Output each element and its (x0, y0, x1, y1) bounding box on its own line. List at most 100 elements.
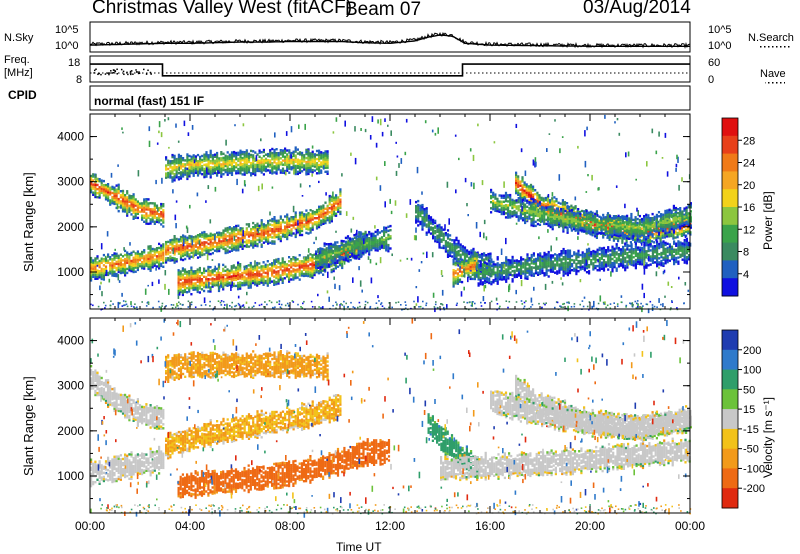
echo-cell (368, 239, 371, 242)
echo-cell (496, 272, 499, 275)
echo-cell (646, 241, 649, 244)
echo-cell (329, 261, 333, 264)
echo-cell (158, 217, 161, 220)
echo-cell (226, 239, 229, 242)
echo-cell (132, 207, 135, 210)
echo-cell (192, 162, 195, 165)
echo-cell (429, 222, 433, 225)
echo-cell (545, 259, 548, 262)
echo-cell (237, 157, 240, 161)
echo-cell (230, 169, 234, 172)
echo-cell (241, 284, 244, 287)
echo-cell (294, 213, 297, 216)
echo-cell (258, 226, 261, 229)
echo-cell (177, 155, 180, 159)
echo-cell (665, 219, 669, 222)
echo-cell (324, 201, 327, 204)
echo-cell (100, 277, 103, 281)
echo-cell (213, 167, 217, 171)
echo-cell (239, 231, 242, 234)
echo-cell (324, 254, 327, 257)
echo-cell (442, 228, 445, 231)
echo-cell (288, 231, 291, 235)
echo-cell (277, 225, 280, 228)
echo-cell (190, 163, 193, 167)
echo-cell (311, 152, 314, 155)
echo-cell (184, 253, 187, 257)
echo-cell (237, 275, 240, 279)
echo-cell (566, 261, 569, 264)
echo-cell (507, 275, 510, 278)
echo-cell (264, 226, 268, 229)
echo-cell (251, 277, 255, 281)
echo-cell (181, 291, 184, 295)
echo-cell (179, 284, 182, 287)
echo-cell (92, 269, 95, 272)
echo-cell (241, 237, 244, 240)
echo-cell (332, 251, 335, 255)
echo-cell (302, 272, 306, 276)
echo-cell (175, 239, 178, 243)
echo-cell (271, 280, 274, 283)
echo-cell (147, 263, 150, 267)
echo-cell (529, 206, 533, 209)
echo-cell (271, 240, 274, 243)
echo-cell (477, 278, 480, 281)
echo-cell (177, 293, 180, 296)
echo-cell (196, 164, 200, 167)
echo-cell (359, 241, 362, 244)
echo-cell (640, 221, 643, 224)
echo-cell (269, 219, 272, 222)
echo-cell (318, 165, 321, 169)
echo-cell (173, 177, 176, 180)
echo-cell (301, 159, 304, 163)
echo-cell (252, 234, 255, 237)
echo-cell (254, 171, 257, 175)
echo-cell (205, 251, 208, 254)
echo-cell (320, 211, 323, 214)
echo-cell (254, 244, 257, 247)
freq-label: Freq. (4, 54, 30, 66)
echo-cell (376, 249, 379, 252)
echo-cell (124, 266, 127, 269)
freq-scatter-point (108, 72, 110, 74)
echo-cell (471, 277, 474, 281)
echo-cell (322, 269, 325, 272)
echo-cell (235, 228, 238, 232)
echo-cell (235, 247, 238, 250)
echo-cell (177, 172, 180, 175)
echo-cell (153, 204, 156, 207)
echo-cell (296, 152, 299, 155)
echo-cell (167, 167, 170, 171)
echo-cell (121, 265, 125, 268)
echo-cell (617, 239, 620, 243)
echo-cell (237, 261, 240, 264)
echo-cell (188, 274, 191, 277)
echo-cell (258, 240, 261, 244)
echo-cell (515, 185, 518, 189)
echo-cell (132, 217, 135, 220)
echo-cell (292, 258, 295, 261)
echo-cell (349, 249, 352, 252)
echo-cell (288, 225, 291, 228)
echo-cell (496, 274, 499, 277)
echo-cell (177, 291, 180, 294)
echo-cell (149, 255, 152, 258)
echo-cell (141, 260, 144, 264)
echo-cell (249, 272, 252, 275)
echo-cell (226, 268, 229, 271)
echo-cell (205, 269, 208, 273)
echo-cell (128, 263, 131, 266)
echo-cell (305, 163, 308, 166)
echo-cell (296, 276, 299, 279)
freq-scatter-point (138, 72, 141, 74)
echo-cell (467, 263, 470, 266)
echo-cell (368, 249, 371, 252)
echo-cell (205, 157, 208, 160)
echo-cell (452, 283, 455, 286)
echo-cell (322, 218, 325, 221)
echo-cell (307, 260, 310, 263)
echo-cell (155, 257, 159, 260)
echo-cell (145, 258, 148, 261)
echo-cell (201, 251, 204, 255)
